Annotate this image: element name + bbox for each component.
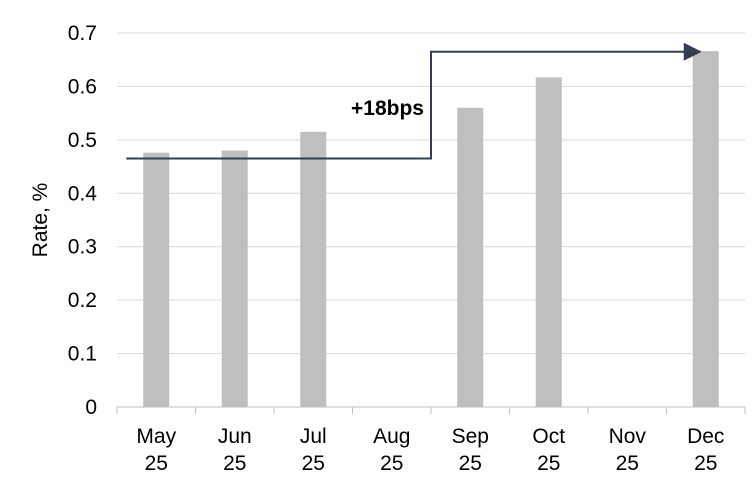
arrowhead-icon: [683, 42, 702, 61]
y-tick-label: 0.2: [68, 289, 97, 312]
y-tick-label: 0.4: [68, 182, 98, 205]
annotation-step-arrow: [126, 50, 686, 160]
bar: [457, 107, 484, 408]
x-tick-label-line: 25: [223, 452, 246, 475]
bar: [535, 77, 562, 408]
x-tick-label-line: Jun: [218, 425, 252, 448]
x-tick-label-line: 25: [459, 452, 482, 475]
x-tick-label: Jul 25: [300, 425, 327, 475]
y-tick-label: 0.6: [68, 75, 97, 98]
x-tick-label: May 25: [136, 425, 176, 475]
x-axis: May 25 Jun 25 Jul 25 Aug 25 Sep 25 Oct 25 Nov 25 Dec 25: [116, 406, 746, 475]
x-tick-label-line: 25: [145, 452, 168, 475]
x-tick-label-line: Dec: [687, 425, 724, 448]
bar: [692, 51, 719, 408]
annotation: +18bps: [126, 42, 702, 160]
y-tick-label: 0.7: [68, 22, 97, 45]
x-tick-label: Nov 25: [609, 425, 647, 475]
x-tick-label: Aug 25: [373, 425, 410, 475]
x-tick-label-line: Oct: [532, 425, 565, 448]
x-tick-label-line: Aug: [373, 425, 410, 448]
x-tick-label-line: 25: [616, 452, 639, 475]
x-tick-label: Oct 25: [532, 425, 565, 475]
x-tick-label-line: 25: [694, 452, 717, 475]
x-tick-label: Dec 25: [687, 425, 724, 475]
y-tick-label: 0: [85, 396, 97, 419]
bar: [143, 152, 170, 407]
x-tick-label: Sep 25: [452, 425, 489, 475]
x-tick-label-line: 25: [380, 452, 403, 475]
y-axis: 0 0.1 0.2 0.3 0.4 0.5 0.6 0.7: [68, 22, 98, 419]
x-tick-label-line: May: [136, 425, 176, 448]
y-axis-label: Rate, %: [29, 183, 52, 258]
y-tick-label: 0.5: [68, 129, 97, 152]
y-tick-label: 0.1: [68, 343, 97, 366]
x-tick-label-line: Jul: [300, 425, 327, 448]
y-tick-label: 0.3: [68, 236, 97, 259]
x-tick-label-line: 25: [537, 452, 560, 475]
x-tick-label-line: 25: [302, 452, 325, 475]
x-tick-label-line: Sep: [452, 425, 489, 448]
annotation-label: +18bps: [351, 97, 424, 120]
x-tick-label: Jun 25: [218, 425, 252, 475]
bar: [300, 131, 327, 408]
bars: [143, 51, 719, 408]
bar: [221, 150, 248, 408]
x-tick-label-line: Nov: [609, 425, 647, 448]
